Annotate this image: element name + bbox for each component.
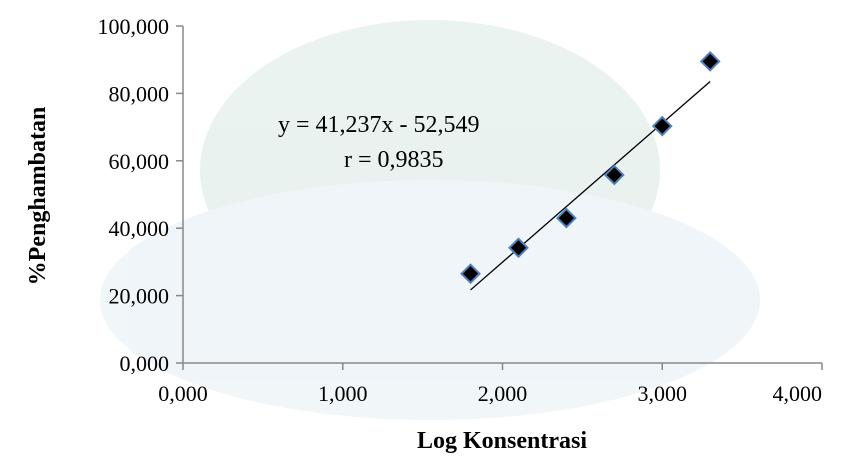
data-point <box>603 164 625 186</box>
trendline <box>470 81 711 291</box>
data-point <box>460 263 481 285</box>
y-tick-label: 0,000 <box>120 351 170 376</box>
data-points <box>460 50 721 285</box>
equation-label: y = 41,237x - 52,549 <box>278 112 480 138</box>
x-tick-label: 2,000 <box>478 381 528 406</box>
x-tick-label: 0,000 <box>158 381 208 406</box>
x-tick-label: 4,000 <box>773 381 823 406</box>
y-axis-title: %Penghambatan <box>25 107 51 286</box>
y-tick-label: 80,000 <box>109 81 170 106</box>
x-axis-ticks: 0,000 1,000 2,000 3,000 4,000 <box>158 363 823 406</box>
plot-area: 0,000 20,000 40,000 60,000 80,000 100,000 0,0… <box>98 14 823 406</box>
y-tick-label: 40,000 <box>109 216 170 241</box>
data-point <box>555 207 577 229</box>
y-tick-label: 20,000 <box>109 284 170 309</box>
data-point <box>508 237 529 259</box>
data-point <box>651 115 673 137</box>
y-axis-ticks: 0,000 20,000 40,000 60,000 80,000 100,000 <box>98 14 183 376</box>
background-watermark <box>100 20 760 420</box>
data-point <box>699 50 721 72</box>
r-value-label: r = 0,9835 <box>344 147 444 173</box>
x-tick-label: 3,000 <box>638 381 688 406</box>
y-tick-label: 100,000 <box>98 14 170 39</box>
y-tick-label: 60,000 <box>109 149 170 174</box>
x-axis-title: Log Konsentrasi <box>417 428 587 454</box>
x-tick-label: 1,000 <box>318 381 368 406</box>
